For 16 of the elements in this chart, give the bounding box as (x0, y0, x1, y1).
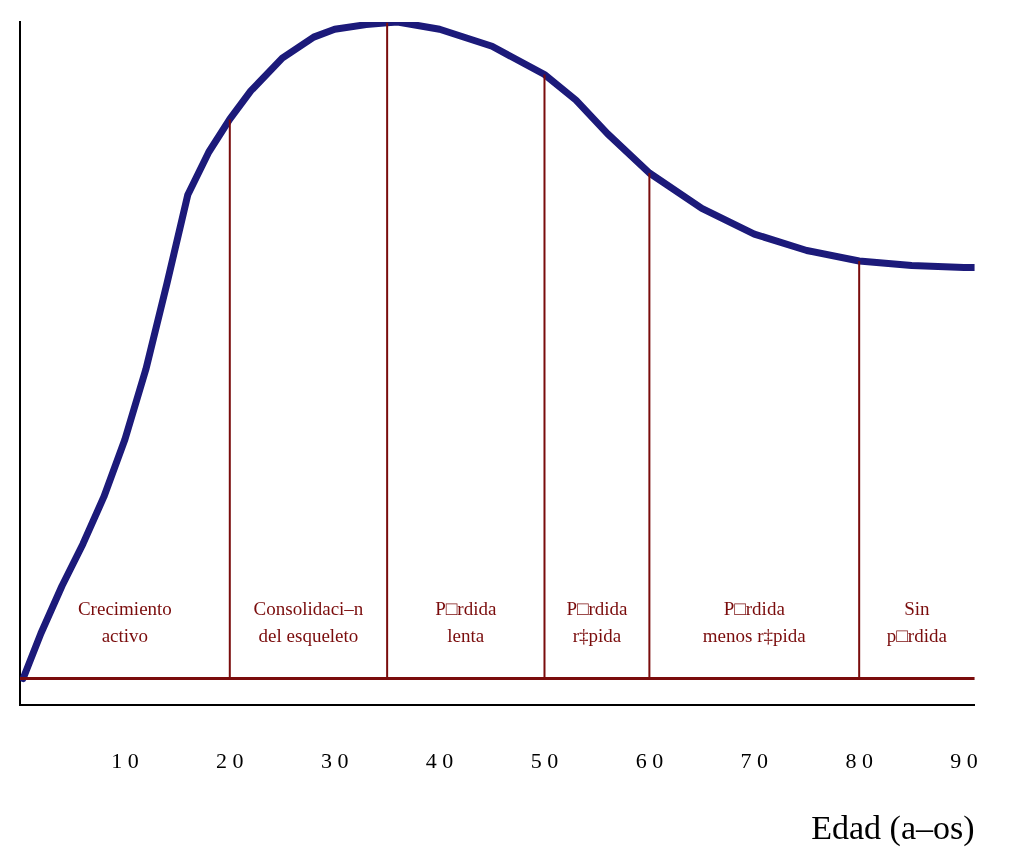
annotation: Sin p□rdida (886, 598, 948, 647)
annotation: P□rdida lenta (435, 598, 497, 647)
x-axis-title: Edad (a–os) (811, 808, 975, 847)
x-tick-label: 3 0 (320, 747, 349, 773)
x-tick-label: 4 0 (425, 747, 454, 773)
x-tick-label: 6 0 (635, 747, 664, 773)
x-tick-label: 7 0 (740, 747, 769, 773)
x-tick-label: 2 0 (216, 747, 244, 773)
annotation: P□rdida r‡pida (566, 598, 629, 647)
x-tick-label: 9 0 (950, 747, 978, 773)
annotation: P□rdida menos r‡pida (702, 598, 807, 647)
x-tick-label: 5 0 (530, 747, 559, 773)
x-tick-label: 1 0 (111, 747, 139, 773)
x-tick-label: 8 0 (845, 747, 873, 773)
annotation: Crecimiento activo (77, 598, 172, 647)
annotation: Consolidaci–n del esqueleto (253, 598, 364, 647)
